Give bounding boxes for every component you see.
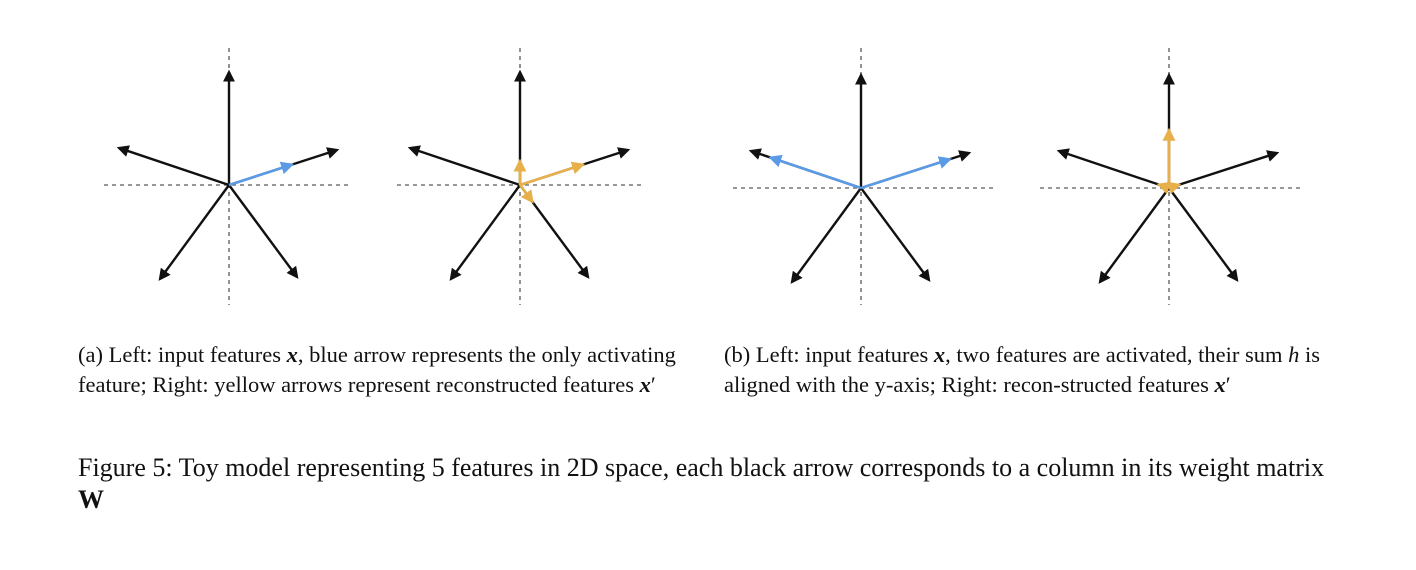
subcaption-b-prefix: (b) Left: input features [724, 342, 934, 367]
figure-caption: Figure 5: Toy model representing 5 featu… [78, 452, 1338, 516]
feature-arrow-4 [1098, 187, 1170, 284]
feature-arrow-3 [1168, 150, 1280, 190]
figure-caption-text: Figure 5: Toy model representing 5 featu… [78, 453, 1325, 482]
weight-matrix-symbol: W [78, 485, 104, 514]
feature-arrow-5 [860, 187, 931, 282]
subcaption-b-mid2: is aligned with the y-axis; Right: recon… [724, 342, 1321, 397]
yellow-arrow-1 [519, 161, 586, 187]
feature-arrow-4 [158, 184, 230, 281]
feature-arrow-4 [449, 184, 521, 281]
subcaption-b-mid1: , two features are activated, their sum [945, 342, 1289, 367]
feature-arrow-5 [1168, 187, 1239, 282]
subcaption-a-mid: , blue arrow represents the only activat… [78, 342, 676, 397]
subcaption-a-prefix: (a) Left: input features [78, 342, 287, 367]
subcaption-b: (b) Left: input features x, two features… [724, 340, 1334, 400]
panel-a-right [397, 48, 644, 305]
yellow-arrow-3 [1166, 181, 1182, 195]
panel-b-left [733, 48, 993, 305]
feature-arrow-2 [1056, 148, 1170, 190]
yellow-arrow-3 [518, 184, 534, 204]
figure-5-diagram [104, 48, 1300, 305]
feature-arrow-2 [407, 145, 521, 187]
var-x-prime: x [639, 372, 651, 397]
var-h: h [1288, 342, 1300, 367]
feature-arrow-2 [116, 145, 230, 187]
var-x: x [933, 342, 946, 367]
blue-arrow-1 [768, 154, 862, 190]
var-x: x [286, 342, 298, 367]
var-x-prime: x [1214, 372, 1226, 397]
blue-arrow-1 [228, 161, 295, 187]
prime-mark: ′ [650, 372, 656, 397]
prime-mark: ′ [1225, 372, 1231, 397]
blue-arrow-2 [860, 156, 953, 190]
subcaption-a: (a) Left: input features x, blue arrow r… [78, 340, 688, 400]
feature-arrow-4 [790, 187, 862, 284]
panel-a-left [104, 48, 351, 305]
panel-b-right [1040, 48, 1300, 305]
feature-arrow-5 [228, 184, 299, 279]
